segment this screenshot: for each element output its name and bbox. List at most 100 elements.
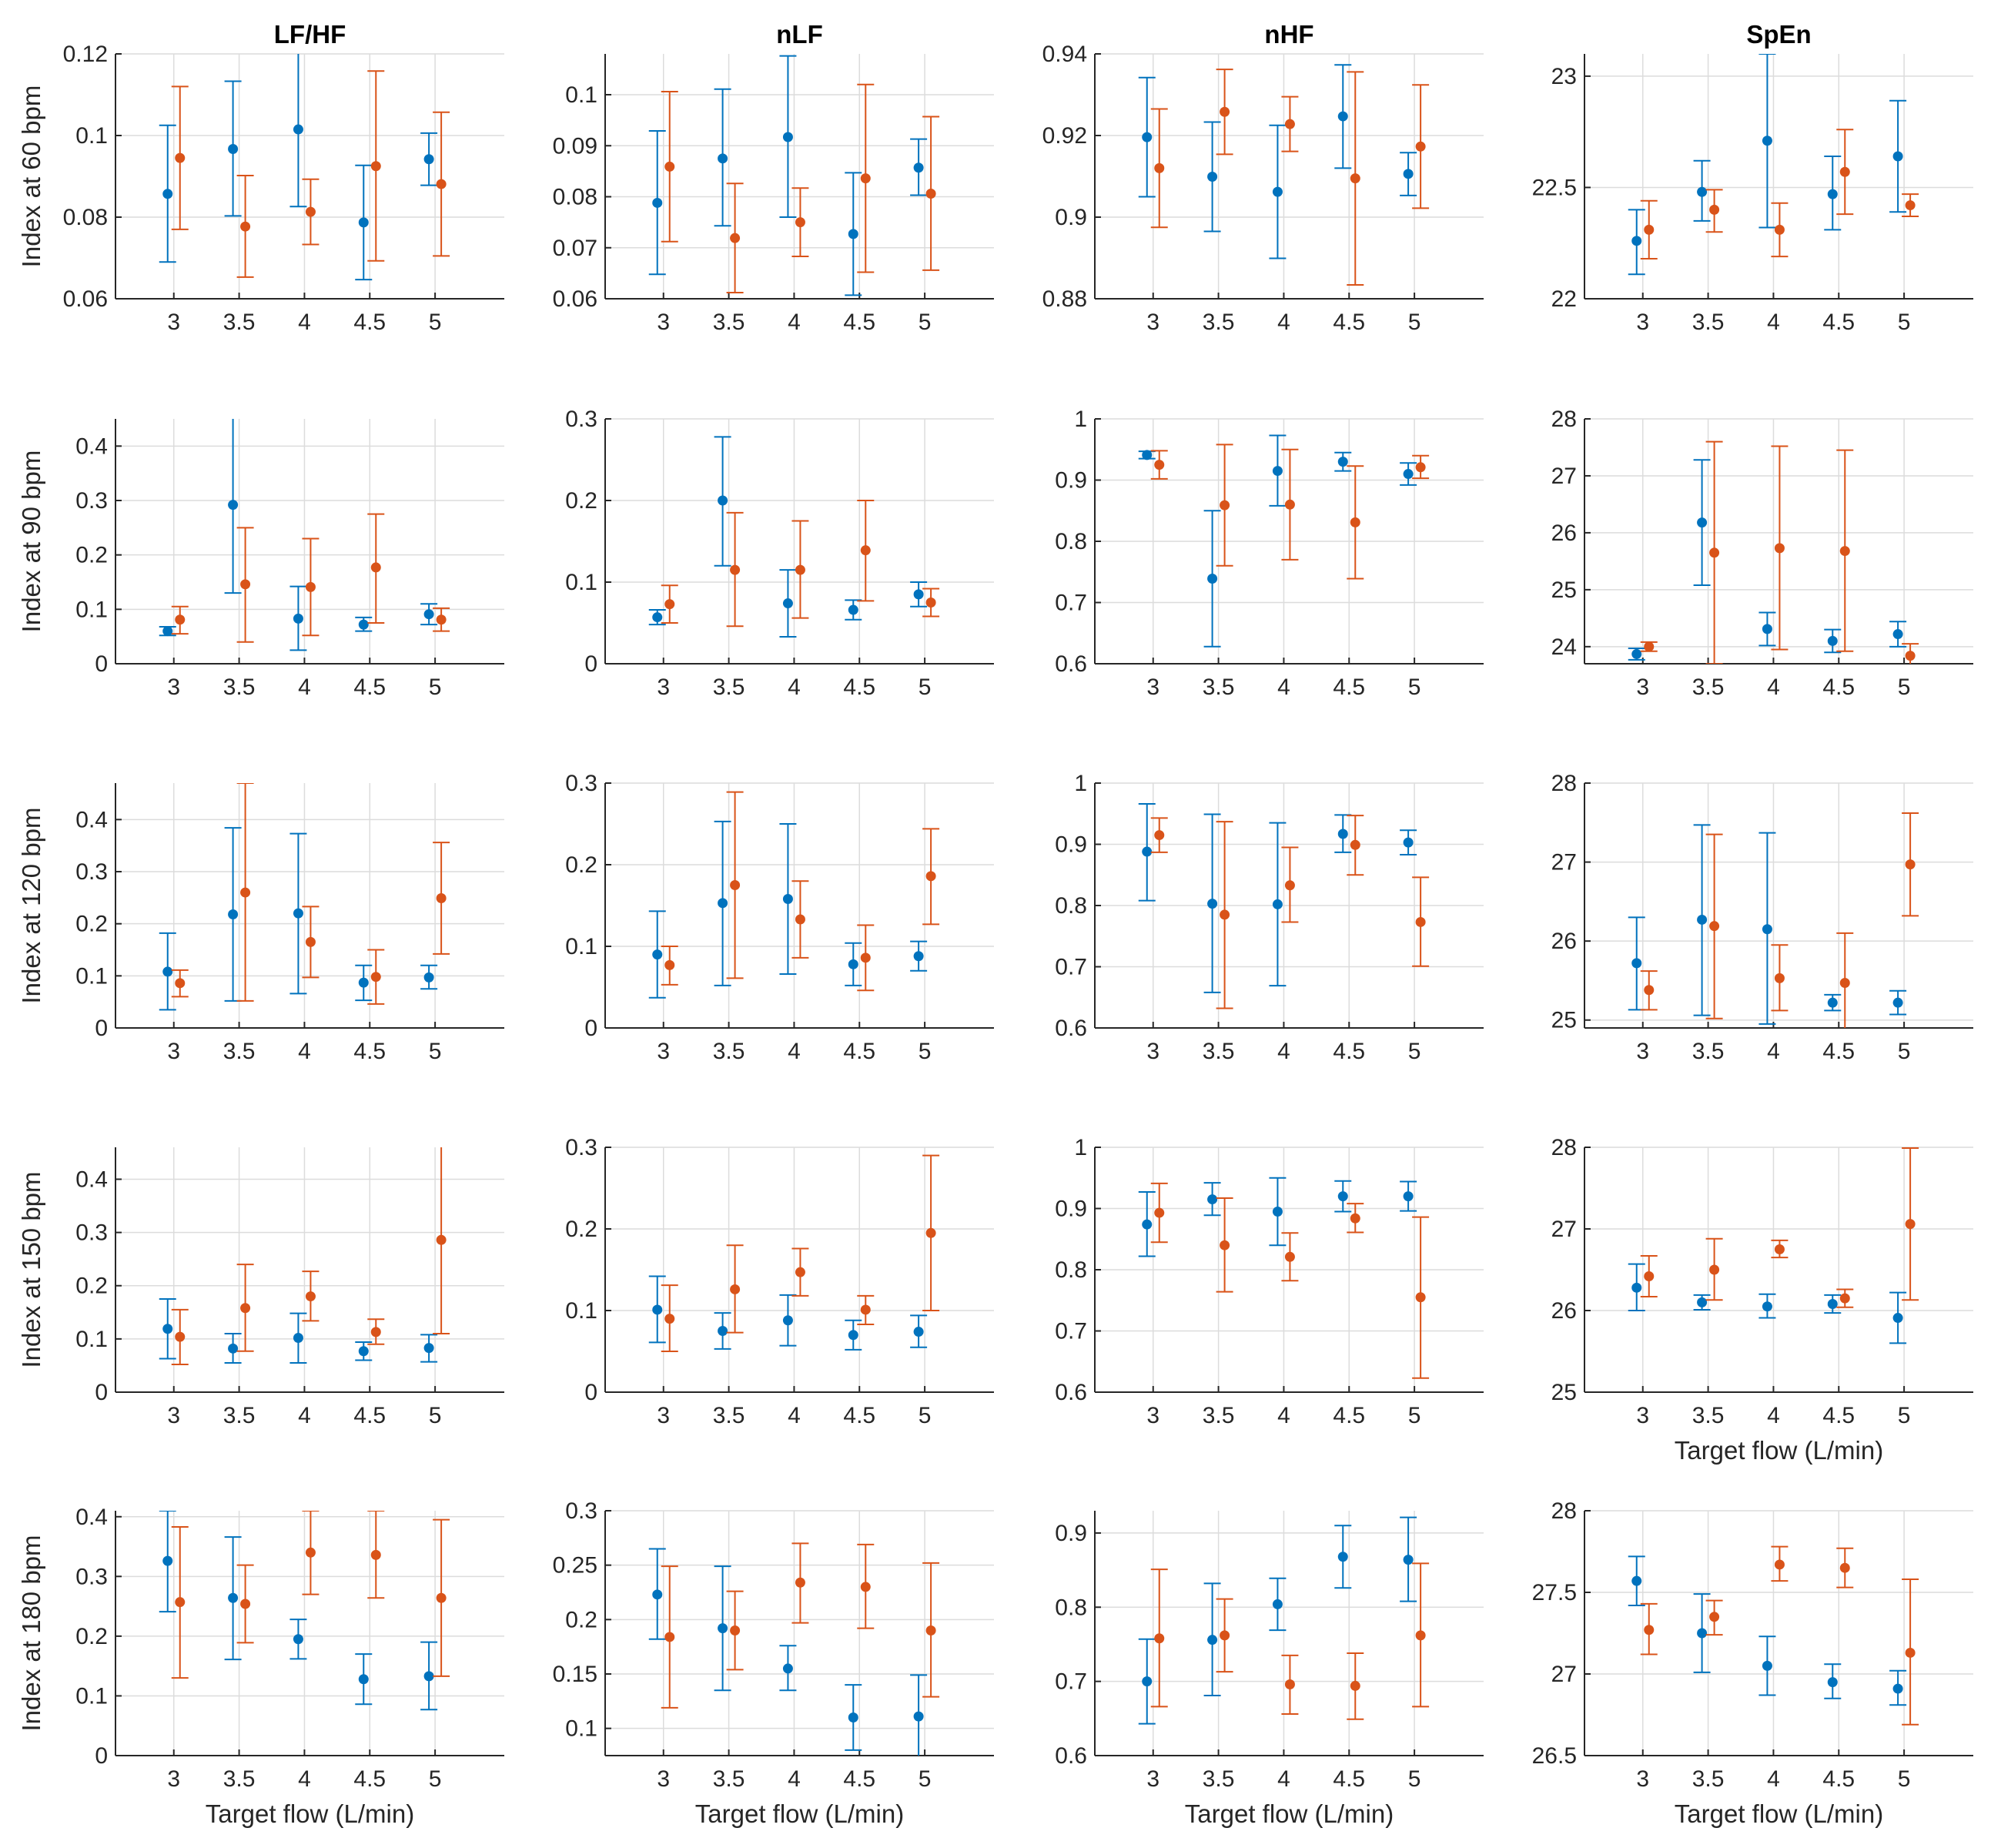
data-point-series2 [1905,1219,1916,1230]
data-point-series1 [1272,1206,1283,1217]
y-tick-label: 0 [95,1743,108,1769]
plot-area [159,1147,450,1366]
y-tick-label: 27 [1551,1662,1577,1687]
y-tick-label: 0.8 [1055,529,1087,554]
data-point-series2 [1154,830,1165,841]
data-point-series2 [370,1327,381,1337]
x-tick-label: 4.5 [353,1403,386,1428]
data-point-series1 [1762,1301,1772,1312]
panel-r4c3: 0.6 0.7 0.8 0.9 1 3 3.5 4 4.5 5 [1055,1135,1484,1428]
x-tick-label: 4 [1767,310,1780,335]
y-tick-label: 0.2 [75,543,108,568]
x-tick-label: 4.5 [1822,675,1855,700]
y-tick-label: 0.9 [1055,1197,1087,1222]
x-tick-label: 4 [1277,1766,1290,1792]
data-point-series1 [1762,1660,1772,1671]
data-point-series1 [1762,136,1772,146]
x-tick-label: 3 [167,1039,180,1064]
x-tick-label: 4 [1767,1403,1780,1428]
data-point-series2 [1644,1625,1655,1635]
y-tick-label: 0.1 [565,82,597,108]
data-point-series1 [423,1671,434,1682]
data-point-series2 [1709,547,1720,558]
y-tick-label: 0.1 [565,1298,597,1324]
data-point-series2 [175,614,186,625]
x-tick-label: 4.5 [1822,310,1855,335]
data-point-series2 [1350,839,1360,850]
x-tick-label: 4.5 [353,1766,386,1792]
x-tick-label: 3 [167,1766,180,1792]
data-point-series1 [228,1343,239,1354]
x-tick-label: 5 [1408,1766,1421,1792]
data-point-series1 [782,1663,793,1674]
x-tick-label: 3 [1636,1039,1649,1064]
y-tick-label: 24 [1551,634,1577,660]
plot-area [159,783,450,1011]
panel-title: nHF [1264,20,1313,49]
y-axis-label: Index at 120 bpm [17,807,45,1003]
x-tick-label: 3 [1146,1039,1159,1064]
data-point-series2 [730,1625,741,1635]
y-tick-label: 0.6 [1055,651,1087,677]
data-point-series1 [913,1327,924,1337]
x-tick-label: 3.5 [1692,1403,1725,1428]
data-point-series2 [1415,462,1426,473]
y-tick-label: 0.25 [553,1553,597,1578]
data-point-series1 [1403,1191,1414,1202]
panel-r5c1: 0 0.1 0.2 0.3 0.4 3 3.5 4 4.5 5 Index at 180 bpm Ta… [17,1505,504,1828]
x-axis-label: Target flow (L/min) [1675,1436,1883,1465]
plot-area [648,55,940,296]
data-point-series2 [1839,546,1850,557]
y-tick-label: 0.1 [75,1683,108,1709]
x-tick-label: 4.5 [353,1039,386,1064]
y-axis-label: Index at 150 bpm [17,1171,45,1368]
x-tick-label: 4.5 [1333,1766,1365,1792]
x-tick-label: 5 [1898,1766,1911,1792]
x-tick-label: 4.5 [1822,1039,1855,1064]
x-tick-label: 4 [298,310,311,335]
y-tick-label: 0.88 [1042,286,1087,312]
panel-r4c4: 25 26 27 28 3 3.5 4 4.5 5 Target flow (L/min) [1551,1135,1973,1465]
data-point-series2 [1220,500,1230,511]
x-tick-label: 3 [1146,675,1159,700]
data-point-series1 [1272,1599,1283,1609]
data-point-series1 [228,909,239,920]
data-point-series2 [1905,651,1916,661]
panel-title: SpEn [1746,20,1811,49]
plot-area [159,54,450,281]
data-point-series1 [358,1674,369,1685]
x-tick-label: 3.5 [223,1039,256,1064]
y-tick-label: 0.1 [565,934,597,959]
x-tick-label: 3.5 [1692,675,1725,700]
data-point-series2 [730,880,741,890]
x-tick-label: 3 [657,1039,670,1064]
data-point-series1 [293,1634,303,1645]
x-tick-label: 3 [167,310,180,335]
y-tick-label: 0.7 [1055,955,1087,980]
y-tick-label: 28 [1551,771,1577,796]
x-tick-label: 3.5 [1203,675,1235,700]
data-point-series2 [1220,106,1230,117]
x-tick-label: 4.5 [843,675,875,700]
plot-area [1628,54,1919,276]
data-point-series1 [293,124,303,135]
data-point-series2 [1350,173,1360,184]
y-tick-label: 25 [1551,578,1577,603]
x-tick-label: 3 [1636,310,1649,335]
data-point-series1 [423,1343,434,1354]
y-tick-label: 0.2 [565,1217,597,1242]
y-tick-label: 0 [584,651,597,677]
y-tick-label: 0.2 [75,912,108,937]
panel-r1c1: 0.06 0.08 0.1 0.12 3 3.5 4 4.5 5 LF/HF Index at 60… [17,20,504,335]
y-tick-label: 0.94 [1042,42,1087,67]
y-tick-label: 0.4 [75,1505,108,1530]
data-point-series1 [1207,1635,1218,1645]
data-point-series2 [305,936,316,947]
data-point-series1 [1142,1219,1153,1230]
y-axis-label: Index at 180 bpm [17,1535,45,1731]
x-tick-label: 4 [1767,1766,1780,1792]
y-tick-label: 1 [1074,1135,1087,1160]
x-tick-label: 4.5 [843,1766,875,1792]
data-point-series1 [162,1555,173,1566]
data-point-series1 [358,977,369,988]
